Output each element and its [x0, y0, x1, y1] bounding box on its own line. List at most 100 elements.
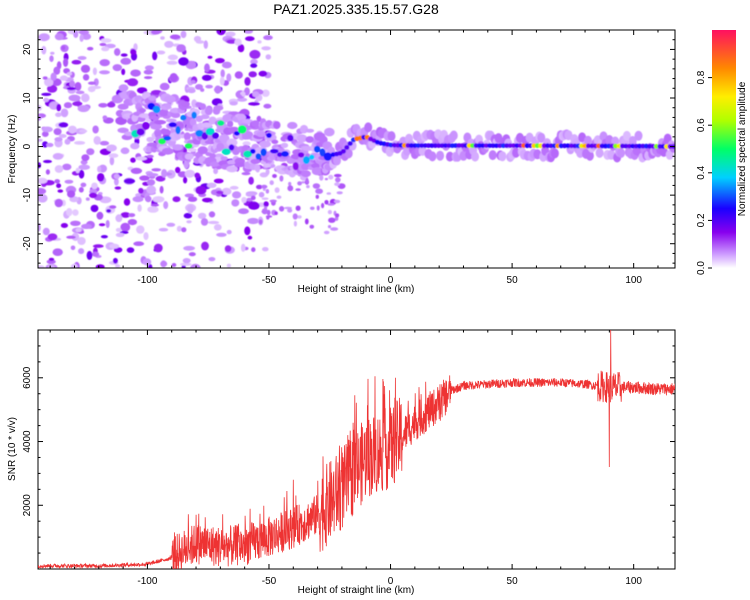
tail-blob — [333, 199, 341, 204]
noise-blob — [49, 55, 54, 62]
noise-blob — [265, 54, 272, 60]
noise-blob — [60, 108, 69, 118]
noise-blob — [54, 137, 63, 142]
ridge-halo — [299, 124, 309, 134]
top-y-label: Frequency (Hz) — [7, 115, 18, 184]
noise-blob — [231, 199, 240, 207]
noise-blob — [180, 262, 192, 266]
ridge-halo — [148, 115, 160, 120]
noise-blob — [240, 243, 246, 252]
noise-blob — [109, 205, 117, 209]
noise-blob — [77, 237, 86, 245]
noise-blob — [74, 82, 82, 91]
ridge-halo — [180, 101, 190, 107]
noise-blob — [208, 257, 216, 262]
noise-blob — [72, 101, 83, 106]
noise-blob — [191, 99, 197, 108]
ridge-blob — [281, 151, 289, 157]
tail-blob — [287, 208, 293, 213]
noise-blob — [75, 227, 82, 233]
noise-blob — [38, 177, 48, 184]
noise-blob — [171, 263, 177, 267]
noise-blob — [115, 232, 125, 238]
ridge-halo — [227, 120, 234, 128]
ridge-halo — [628, 136, 637, 146]
ridge-halo — [250, 158, 261, 165]
x-tick-label: 50 — [507, 275, 519, 286]
y-tick-label: -10 — [22, 187, 33, 202]
ridge-blob — [205, 127, 215, 136]
noise-blob — [220, 69, 225, 78]
ridge-blob — [250, 148, 256, 154]
noise-blob — [243, 30, 253, 34]
noise-blob — [99, 42, 107, 47]
noise-blob — [115, 264, 121, 268]
noise-blob — [38, 138, 43, 142]
noise-blob — [38, 194, 48, 203]
noise-blob — [133, 241, 145, 246]
noise-blob — [242, 141, 251, 146]
ridge-halo — [226, 138, 238, 147]
noise-blob — [54, 198, 63, 208]
noise-blob — [57, 189, 64, 193]
noise-blob — [82, 74, 90, 81]
noise-blob — [54, 33, 64, 41]
noise-blob — [120, 57, 132, 65]
colorbar-tick-label: 0.8 — [696, 70, 707, 84]
ridge-halo — [300, 170, 311, 178]
noise-blob — [241, 196, 247, 204]
noise-blob — [52, 153, 64, 160]
ridge-blob — [302, 156, 310, 165]
noise-blob — [245, 36, 255, 42]
noise-blob — [176, 225, 182, 232]
noise-blob — [95, 264, 105, 268]
ridge-halo — [172, 144, 184, 151]
noise-blob — [161, 169, 168, 178]
noise-blob — [201, 74, 212, 81]
noise-blob — [197, 212, 207, 220]
noise-blob — [249, 49, 261, 59]
noise-blob — [237, 44, 245, 53]
noise-blob — [130, 49, 137, 55]
noise-blob — [98, 103, 108, 108]
noise-blob — [146, 185, 157, 195]
noise-blob — [151, 168, 162, 172]
noise-blob — [226, 263, 231, 268]
tail-blob — [334, 173, 342, 178]
noise-blob — [206, 182, 217, 188]
noise-blob — [64, 138, 71, 145]
noise-blob — [207, 55, 213, 59]
noise-blob — [45, 169, 51, 175]
noise-blob — [98, 223, 106, 227]
ridge-halo — [428, 151, 437, 162]
colorbar-gradient — [712, 30, 736, 268]
noise-blob — [106, 209, 112, 213]
ridge-halo — [387, 131, 396, 142]
ridge-halo — [209, 153, 216, 159]
tail-blob — [316, 205, 320, 211]
noise-blob — [75, 90, 85, 95]
noise-blob — [159, 82, 170, 91]
colorbar-tick-label: 0.0 — [696, 261, 707, 275]
noise-blob — [115, 214, 123, 223]
noise-blob — [38, 265, 45, 268]
noise-blob — [50, 51, 55, 55]
noise-blob — [43, 97, 49, 103]
noise-blob — [53, 66, 61, 75]
ridge-halo — [234, 162, 246, 168]
ridge-halo — [184, 153, 194, 160]
noise-blob — [137, 204, 142, 212]
ridge-blob — [184, 143, 193, 149]
tail-blob — [265, 189, 270, 194]
ridge-halo — [273, 121, 281, 130]
tail-blob — [269, 180, 274, 186]
noise-blob — [92, 67, 97, 76]
noise-blob — [50, 72, 57, 81]
noise-blob — [201, 241, 209, 251]
tail-blob — [265, 168, 270, 176]
noise-blob — [163, 201, 169, 210]
noise-blob — [79, 129, 88, 133]
ridge-halo — [199, 103, 207, 110]
noise-blob — [78, 164, 90, 170]
